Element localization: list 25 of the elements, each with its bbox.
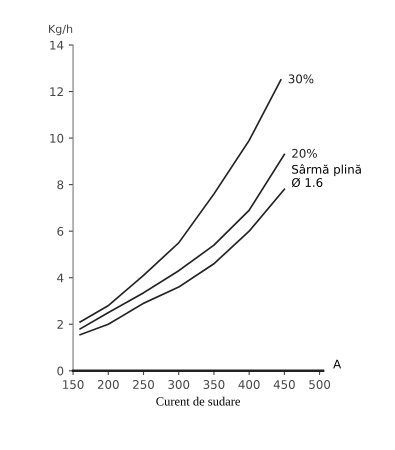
x-tick-label: 250 (133, 380, 154, 389)
y-tick-label: 14 (50, 40, 64, 50)
y-axis-title: Kg/h (49, 24, 72, 36)
annotation: Sârmă plină Ø 1.6 (292, 164, 361, 188)
x-tick-label: 300 (168, 380, 190, 389)
series-label: 20% (292, 148, 317, 158)
line-series (79, 79, 282, 323)
line-series (79, 188, 286, 336)
y-tick-label: 0 (57, 366, 64, 376)
x-axis-title: Curent de sudare (156, 396, 240, 406)
x-tick-label: 400 (238, 380, 260, 389)
y-tick-label: 8 (57, 180, 64, 190)
series-label: 30% (288, 74, 314, 84)
y-tick-label: 12 (50, 87, 63, 96)
x-tick-label: 200 (98, 380, 119, 389)
x-tick-label: 350 (204, 380, 224, 389)
y-tick-label: 6 (57, 226, 64, 236)
text: A (333, 360, 342, 368)
y-tick-label: 2 (57, 320, 63, 329)
x-tick-label: 450 (274, 380, 295, 389)
y-tick-label: 4 (57, 274, 64, 282)
x-tick-label: 500 (309, 380, 330, 389)
x-tick-label: 150 (63, 380, 84, 389)
line-series (79, 154, 286, 330)
y-tick-label: 10 (50, 134, 64, 143)
